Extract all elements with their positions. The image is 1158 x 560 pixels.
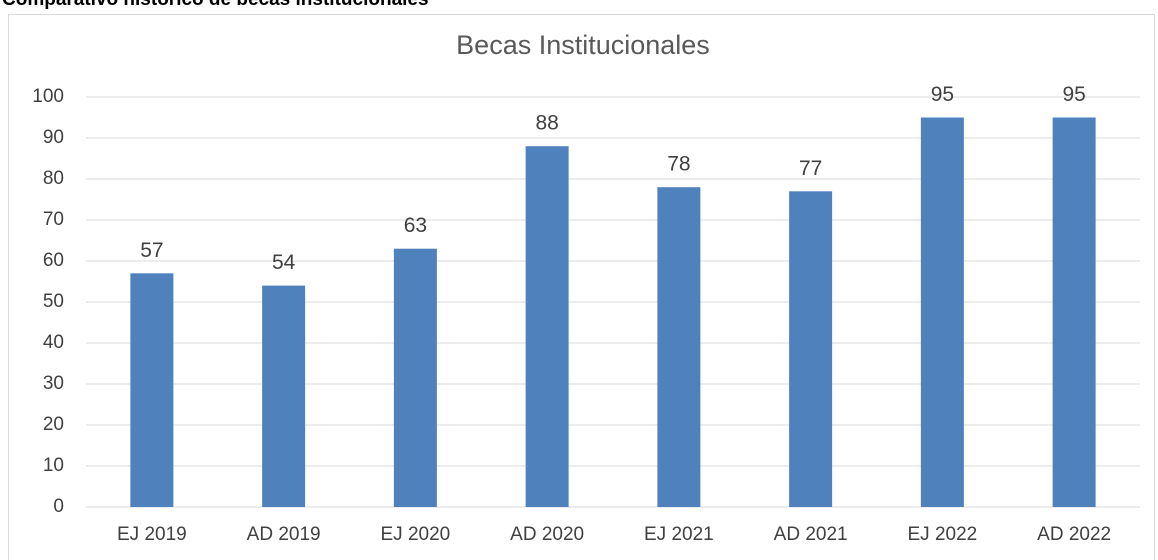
x-tick-label: EJ 2019 [117,524,187,545]
data-label: 57 [140,239,163,262]
x-tick-label: EJ 2022 [908,524,978,545]
y-tick-label: 0 [53,496,64,517]
data-label: 95 [1062,83,1085,106]
page-heading: Comparativo histórico de becas instituci… [2,0,429,10]
bar [657,187,701,507]
y-tick-label: 70 [43,209,64,230]
x-tick-label: AD 2022 [1037,524,1111,545]
y-tick-label: 30 [43,373,64,394]
x-tick-label: AD 2019 [247,524,321,545]
x-tick-label: AD 2020 [510,524,584,545]
y-tick-label: 20 [43,414,64,435]
bar [789,191,833,508]
bar [130,273,174,507]
bar [920,117,964,507]
data-label: 78 [667,153,690,176]
bar [1052,117,1096,507]
data-label: 54 [272,251,296,274]
chart-frame [8,14,1155,560]
y-tick-label: 50 [43,291,64,312]
data-label: 63 [404,214,427,237]
x-tick-label: EJ 2020 [381,524,451,545]
chart-title: Becas Institucionales [456,30,710,60]
data-label: 88 [535,112,558,135]
bar [525,146,569,507]
data-label: 95 [931,83,954,106]
x-tick-label: EJ 2021 [644,524,714,545]
bar [262,285,306,507]
bar [393,248,437,507]
x-tick-label: AD 2021 [774,524,848,545]
y-tick-label: 90 [43,127,64,148]
y-tick-label: 10 [43,455,64,476]
y-tick-label: 100 [32,86,64,107]
y-tick-label: 40 [43,332,64,353]
y-tick-label: 80 [43,168,64,189]
data-label: 77 [799,157,822,180]
y-tick-label: 60 [43,250,64,271]
